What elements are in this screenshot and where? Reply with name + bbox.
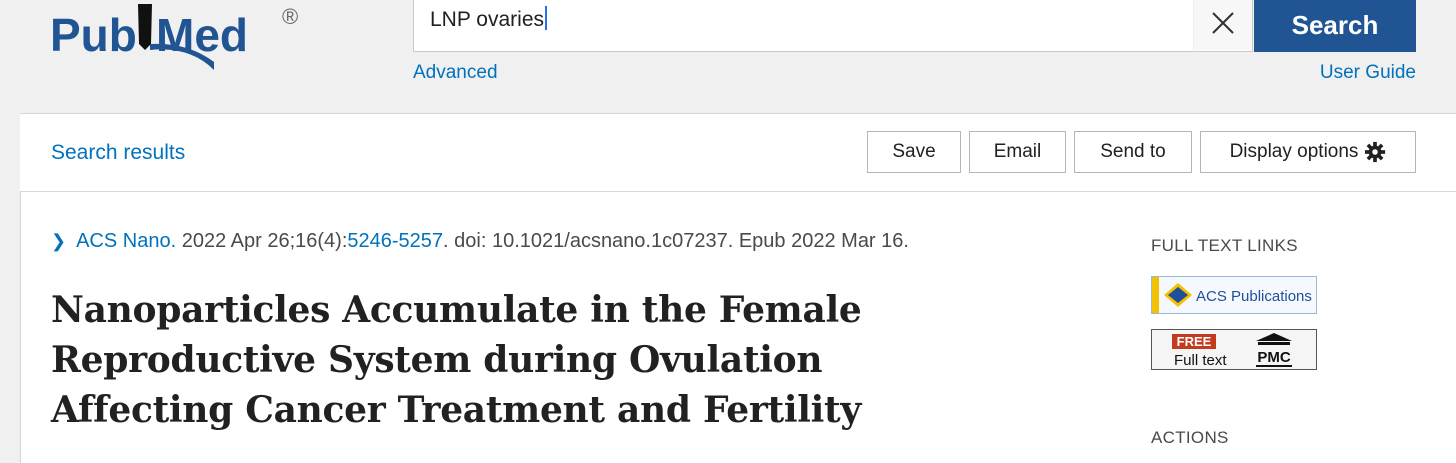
svg-text:Med: Med <box>156 9 248 61</box>
pmc-label: PMC <box>1257 349 1291 366</box>
article-citation: ❯ ACS Nano. 2022 Apr 26;16(4):5246-5257. … <box>51 230 909 253</box>
registered-mark: ® <box>282 4 298 29</box>
search-results-link[interactable]: Search results <box>51 141 186 164</box>
full-text-links-heading: FULL TEXT LINKS <box>1151 236 1298 255</box>
article-title: Nanoparticles Accumulate in the Female R… <box>51 289 862 431</box>
email-button[interactable]: Email <box>969 131 1066 173</box>
search-input[interactable]: LNP ovaries <box>430 6 548 32</box>
pmc-free-label: FREE <box>1177 334 1212 349</box>
header: Pub Med ® LNP ovaries Search Advanced Us… <box>20 0 1456 114</box>
search-box[interactable]: LNP ovaries <box>413 0 1253 52</box>
svg-text:Pub: Pub <box>50 9 137 61</box>
pages-link[interactable]: 5246-5257 <box>347 230 444 252</box>
display-options-button[interactable]: Display options <box>1200 131 1416 173</box>
gear-icon <box>1364 141 1386 163</box>
left-edge-strip <box>0 0 21 463</box>
pubmed-logo[interactable]: Pub Med ® <box>50 0 310 72</box>
send-to-button[interactable]: Send to <box>1074 131 1192 173</box>
actions-heading: ACTIONS <box>1151 428 1229 447</box>
search-button[interactable]: Search <box>1254 0 1416 52</box>
chevron-right-icon[interactable]: ❯ <box>51 231 67 251</box>
pmc-fulltext-label: Full text <box>1174 352 1227 369</box>
display-options-label: Display options <box>1229 141 1359 162</box>
citation-doi: . doi: 10.1021/acsnano.1c07237. Epub 202… <box>443 230 909 252</box>
citation-date: 2022 Apr 26;16(4): <box>176 230 348 252</box>
results-toolbar: Search results Save Email Send to Displa… <box>20 114 1456 192</box>
user-guide-link[interactable]: User Guide <box>1319 62 1416 83</box>
clear-icon[interactable] <box>1193 0 1252 50</box>
acs-label: ACS Publications <box>1196 288 1312 305</box>
advanced-search-link[interactable]: Advanced <box>413 62 498 83</box>
text-caret <box>545 6 548 30</box>
acs-logo-icon[interactable]: ACS Publications <box>1151 276 1317 314</box>
save-button[interactable]: Save <box>867 131 961 173</box>
pmc-logo-icon[interactable]: FREE Full text PMC <box>1151 329 1317 370</box>
journal-link[interactable]: ACS Nano. <box>76 230 177 252</box>
